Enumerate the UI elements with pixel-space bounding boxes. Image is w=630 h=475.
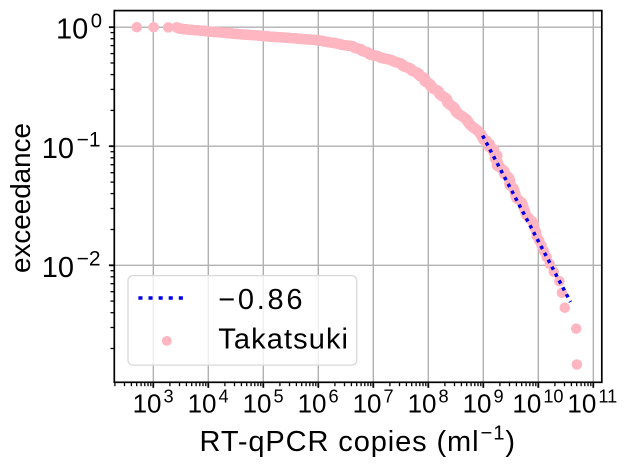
svg-text:Takatsuki: Takatsuki [218, 323, 349, 355]
svg-text:107: 10 7 [353, 386, 394, 418]
svg-text:RT-qPCR copies (ml−1): RT-qPCR copies (ml−1) [200, 423, 516, 458]
svg-text:−0.86: −0.86 [218, 284, 305, 316]
svg-text:10−1: 10 −1 [42, 129, 101, 165]
svg-text:10−2: 10 −2 [42, 248, 101, 284]
svg-text:exceedance: exceedance [5, 123, 36, 273]
svg-text:106: 10 6 [298, 386, 339, 418]
